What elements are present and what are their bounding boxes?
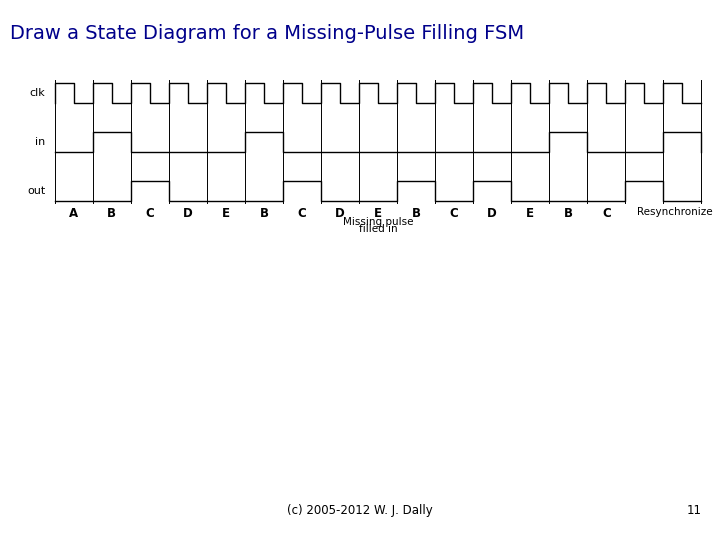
- Text: 11: 11: [687, 504, 702, 517]
- Text: E: E: [222, 207, 230, 220]
- Text: D: D: [183, 207, 193, 220]
- Text: Draw a State Diagram for a Missing-Pulse Filling FSM: Draw a State Diagram for a Missing-Pulse…: [10, 24, 524, 43]
- Text: clk: clk: [30, 88, 45, 98]
- Text: Missing pulse: Missing pulse: [343, 217, 413, 227]
- Text: C: C: [145, 207, 154, 220]
- Text: D: D: [336, 207, 345, 220]
- Text: Resynchronize: Resynchronize: [636, 207, 712, 217]
- Text: B: B: [412, 207, 420, 220]
- Text: in: in: [35, 137, 45, 147]
- Text: E: E: [526, 207, 534, 220]
- Text: C: C: [297, 207, 307, 220]
- Text: C: C: [602, 207, 611, 220]
- Text: B: B: [564, 207, 573, 220]
- Text: C: C: [450, 207, 459, 220]
- Text: E: E: [374, 207, 382, 220]
- Text: (c) 2005-2012 W. J. Dally: (c) 2005-2012 W. J. Dally: [287, 504, 433, 517]
- Text: B: B: [107, 207, 117, 220]
- Text: B: B: [259, 207, 269, 220]
- Text: filled in: filled in: [359, 225, 397, 234]
- Text: out: out: [27, 186, 45, 196]
- Text: A: A: [69, 207, 78, 220]
- Text: D: D: [487, 207, 497, 220]
